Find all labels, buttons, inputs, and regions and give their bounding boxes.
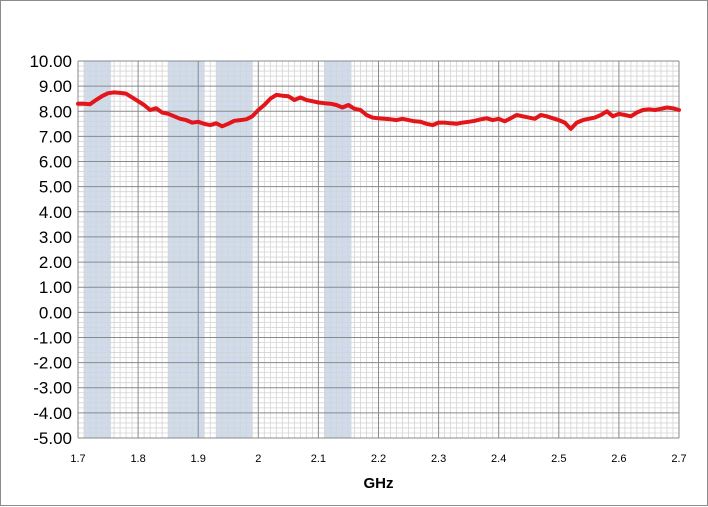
x-tick-label: 1.9	[191, 453, 206, 465]
y-tick-label: -5.00	[33, 429, 72, 448]
shaded-bands	[84, 61, 352, 438]
x-tick-label: 2	[255, 453, 261, 465]
x-tick-label: 2.6	[611, 453, 626, 465]
x-tick-label: 1.7	[70, 453, 85, 465]
series-line	[76, 90, 681, 131]
shaded-band	[324, 61, 352, 438]
shaded-band	[84, 61, 112, 438]
y-tick-label: 4.00	[39, 203, 72, 222]
x-tick-label: 2.7	[671, 453, 686, 465]
x-tick-label: 2.2	[371, 453, 386, 465]
y-tick-label: 0.00	[39, 303, 72, 322]
x-tick-label: 2.4	[491, 453, 506, 465]
y-tick-label: -1.00	[33, 328, 72, 347]
x-tick-label: 2.3	[431, 453, 446, 465]
y-tick-label: 5.00	[39, 178, 72, 197]
x-tick-label: 2.1	[311, 453, 326, 465]
y-tick-label: 7.00	[39, 127, 72, 146]
series-group	[76, 90, 681, 131]
y-axis-ticks: 10.00 9.00 8.00 7.00 6.00 5.00 4.00 3.00 2.00 1.0…	[29, 52, 72, 448]
y-tick-label: 9.00	[39, 77, 72, 96]
x-axis-ticks: 1.7 1.8 1.9 2 2.1 2.2 2.3 2.4 2.5 2.6 2.7	[70, 453, 686, 465]
y-tick-label: 10.00	[29, 52, 72, 71]
y-tick-label: -2.00	[33, 354, 72, 373]
y-tick-label: 8.00	[39, 102, 72, 121]
major-gridlines	[77, 60, 680, 439]
y-tick-label: 6.00	[39, 153, 72, 172]
y-tick-label: 2.00	[39, 253, 72, 272]
y-tick-label: 1.00	[39, 278, 72, 297]
x-axis-title: GHz	[364, 475, 394, 492]
y-tick-label: -4.00	[33, 404, 72, 423]
y-tick-label: 3.00	[39, 228, 72, 247]
x-tick-label: 2.5	[551, 453, 566, 465]
y-tick-label: -3.00	[33, 379, 72, 398]
x-tick-label: 1.8	[130, 453, 145, 465]
